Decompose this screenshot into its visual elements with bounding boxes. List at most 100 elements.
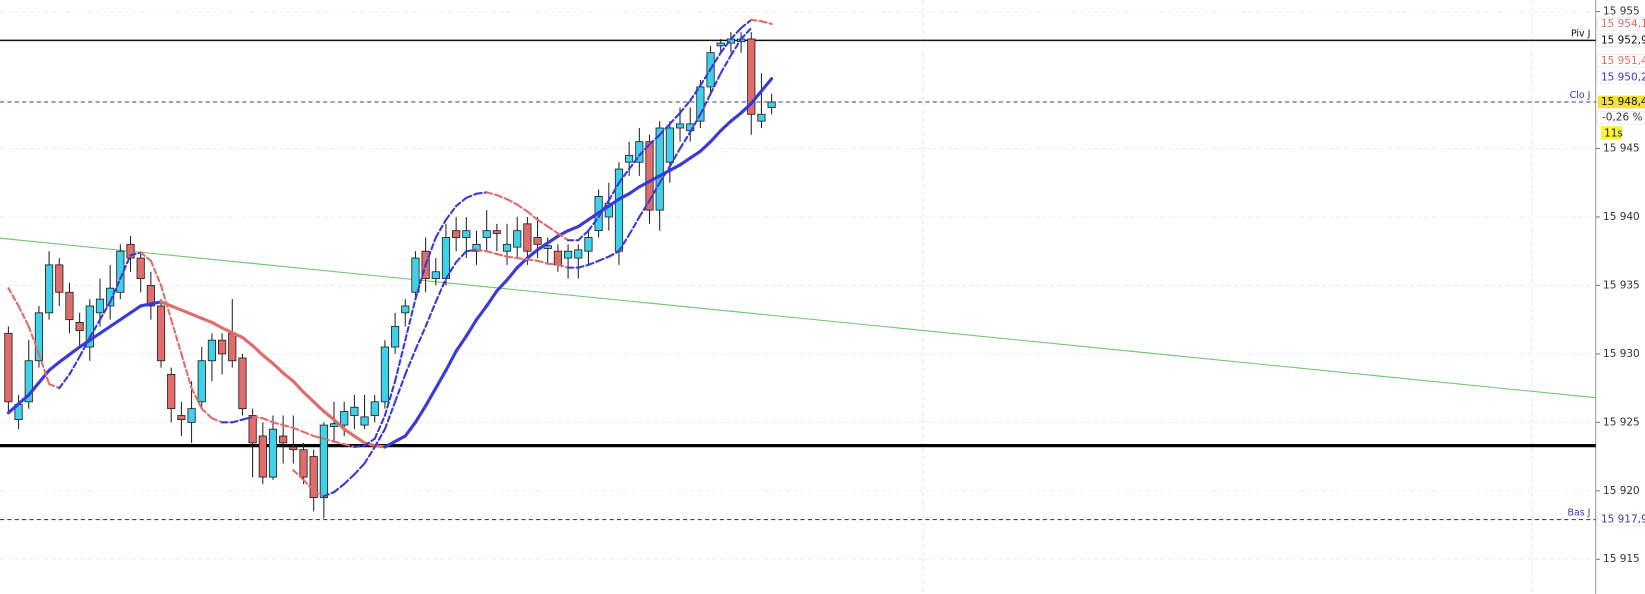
candle-body (563, 250, 573, 259)
indicator-segment (688, 149, 702, 160)
candle-body (299, 449, 308, 478)
price-tag: 15 954,1 (1601, 18, 1645, 30)
candle-body (584, 237, 593, 252)
indicator-segment (322, 437, 336, 443)
indicator-segment (455, 196, 468, 208)
indicator-segment (424, 300, 437, 328)
indicator-segment (485, 250, 498, 255)
indicator-segment (302, 478, 315, 492)
indicator-segment (332, 440, 346, 446)
indicator-segment (444, 204, 458, 221)
indicator-segment (719, 54, 732, 75)
indicator-segment (536, 259, 549, 265)
price-tag: 15 917,9 (1601, 514, 1645, 526)
candle-body (177, 415, 186, 421)
indicator-segment (740, 18, 753, 30)
indicator-segment (98, 324, 112, 335)
candle-body (146, 285, 155, 307)
y-tick-label: 15 930 (1603, 348, 1640, 360)
indicator-segment (292, 469, 305, 481)
indicator-segment (149, 300, 163, 306)
indicator-segment (566, 224, 580, 233)
candle-body (126, 243, 135, 259)
indicator-segment (628, 215, 641, 236)
indicator-segment (750, 18, 763, 23)
indicator-segment (434, 368, 448, 390)
indicator-segment (373, 414, 386, 440)
indicator-segment (586, 211, 601, 222)
price-tag-bg (1597, 54, 1645, 68)
candle-body (75, 321, 84, 332)
indicator-segment (261, 417, 275, 424)
indicator-segment (475, 191, 488, 195)
indicator-segment (729, 37, 743, 57)
candle-body (492, 230, 501, 234)
candle-body (279, 435, 288, 444)
indicator-segment (413, 404, 428, 424)
candle-body (95, 298, 105, 314)
indicator-segment (577, 263, 590, 269)
indicator-segment (383, 380, 397, 417)
candle-body (625, 154, 634, 163)
candle-body (655, 127, 664, 211)
indicator-segment (526, 258, 539, 262)
indicator-segment (312, 400, 326, 413)
indicator-segment (68, 355, 81, 376)
indicator-segment (37, 368, 51, 385)
indicator-segment (516, 256, 529, 261)
y-tick-label: 15 920 (1603, 485, 1640, 497)
indicator-segment (261, 353, 275, 366)
candle-body (258, 435, 267, 478)
indicator-segment (78, 336, 91, 358)
candle-body (85, 305, 94, 348)
candle-body (4, 332, 13, 403)
indicator-segment (179, 308, 194, 316)
candle-body (207, 339, 217, 362)
indicator-segment (88, 331, 102, 342)
indicator-segment (291, 379, 306, 394)
indicator-segment (689, 84, 702, 102)
indicator-segment (607, 197, 621, 208)
candle-body (34, 312, 44, 362)
indicator-segment (576, 218, 591, 229)
indicator-segment (230, 331, 245, 340)
candle-body (482, 230, 491, 238)
indicator-segment (180, 352, 193, 390)
indicator-segment (373, 428, 386, 449)
candle-body (391, 326, 400, 348)
indicator-segment (353, 462, 366, 476)
candle-body (55, 264, 64, 293)
indicator-segment (220, 326, 234, 335)
indicator-segment (709, 51, 722, 71)
indicator-segment (394, 339, 407, 383)
candle-body (431, 271, 440, 280)
candle-body (452, 230, 461, 238)
indicator-segment (709, 72, 722, 95)
indicator-segment (322, 491, 336, 498)
indicator-segment (577, 229, 590, 242)
indicator-segment (739, 101, 753, 115)
indicator-segment (241, 415, 254, 421)
indicator-segment (740, 26, 753, 41)
indicator-segment (159, 284, 173, 321)
indicator-segment (505, 266, 519, 282)
indicator-segment (37, 352, 51, 386)
price-tag: 15 952,9 (1601, 34, 1645, 46)
candle-body (340, 410, 349, 426)
candle-body (462, 230, 471, 238)
change-label: -0,26 % (1602, 112, 1642, 124)
indicator-segment (699, 68, 712, 87)
candle-body (197, 360, 206, 403)
indicator-segment (292, 426, 305, 433)
indicator-segment (58, 373, 71, 390)
price-tag-bg (1597, 512, 1645, 527)
candle-body (747, 38, 756, 115)
indicator-segment (404, 298, 417, 342)
indicator-segment (495, 194, 509, 201)
indicator-segment (403, 420, 418, 438)
indicator-segment (149, 259, 163, 287)
indicator-segment (668, 111, 682, 125)
indicator-segment (455, 250, 468, 264)
indicator-segment (7, 287, 20, 308)
candle-body (218, 339, 227, 355)
